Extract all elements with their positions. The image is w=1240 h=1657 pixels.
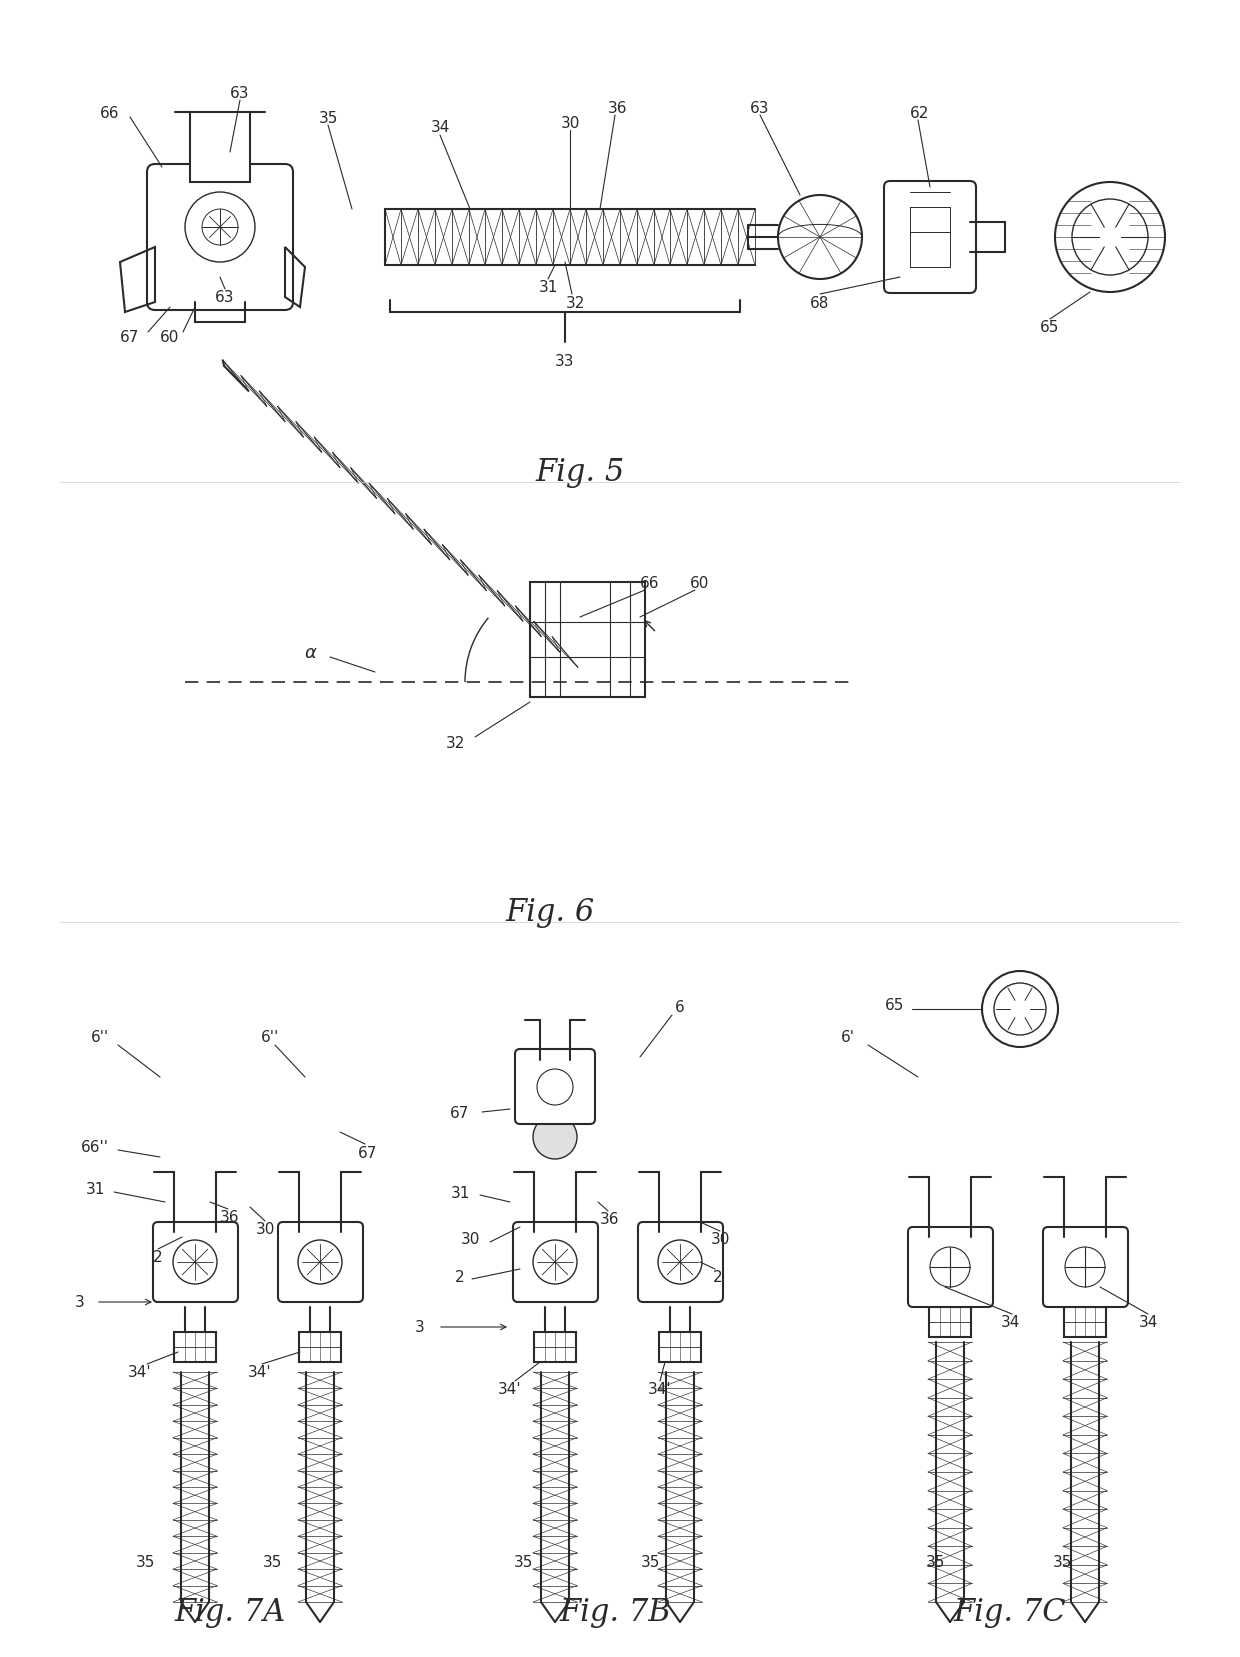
FancyBboxPatch shape [884,182,976,293]
Text: Fig. 7C: Fig. 7C [954,1597,1066,1627]
Text: 67: 67 [450,1105,470,1120]
Text: Fig. 7B: Fig. 7B [559,1597,671,1627]
Text: 66: 66 [100,106,120,121]
Text: 30: 30 [460,1231,480,1246]
FancyBboxPatch shape [515,1049,595,1125]
Text: 34: 34 [1001,1314,1019,1329]
Text: 65: 65 [1040,320,1060,335]
Text: 60: 60 [160,330,180,345]
Text: Fig. 6: Fig. 6 [506,896,595,928]
Text: 66'': 66'' [81,1140,109,1155]
FancyBboxPatch shape [174,1332,216,1362]
Text: 33: 33 [556,353,575,368]
Text: 3: 3 [415,1319,425,1334]
Text: 36: 36 [609,101,627,116]
FancyBboxPatch shape [1043,1228,1128,1307]
Text: 34': 34' [649,1382,672,1397]
Text: 3: 3 [76,1294,84,1309]
Text: 66: 66 [640,575,660,590]
FancyBboxPatch shape [153,1223,238,1302]
Text: 34': 34' [498,1382,522,1397]
FancyBboxPatch shape [639,1223,723,1302]
FancyBboxPatch shape [513,1223,598,1302]
FancyBboxPatch shape [1064,1307,1106,1337]
Text: 63: 63 [750,101,770,116]
FancyBboxPatch shape [529,583,645,698]
Text: 31: 31 [450,1185,470,1200]
Text: Fig. 5: Fig. 5 [536,457,625,489]
Text: α: α [304,643,316,661]
Text: 67: 67 [120,330,140,345]
Text: 6: 6 [675,999,684,1014]
FancyBboxPatch shape [658,1332,701,1362]
Text: 2: 2 [713,1269,723,1284]
Text: 35: 35 [319,111,337,126]
Text: 35: 35 [513,1554,533,1569]
FancyBboxPatch shape [908,1228,993,1307]
FancyBboxPatch shape [534,1332,577,1362]
FancyBboxPatch shape [190,113,250,182]
Text: 36: 36 [221,1210,239,1225]
Text: 6'': 6'' [91,1031,109,1046]
FancyBboxPatch shape [278,1223,363,1302]
Text: 35: 35 [263,1554,281,1569]
Text: 30: 30 [255,1221,275,1236]
Text: 35: 35 [925,1554,945,1569]
Text: 65: 65 [885,998,905,1012]
Text: 63: 63 [216,290,234,305]
Text: 31: 31 [86,1181,104,1196]
Text: 35: 35 [640,1554,660,1569]
Text: 32: 32 [445,736,465,751]
FancyBboxPatch shape [929,1307,971,1337]
Text: 31: 31 [538,280,558,295]
Text: Fig. 7A: Fig. 7A [175,1597,285,1627]
Text: 2: 2 [154,1249,162,1264]
Text: 67: 67 [358,1145,378,1160]
Text: 6'': 6'' [260,1031,279,1046]
Text: 32: 32 [565,295,585,310]
Text: 35: 35 [135,1554,155,1569]
Text: 62: 62 [910,106,930,121]
Text: 30: 30 [560,116,579,131]
Text: 6': 6' [841,1031,856,1046]
Text: 34: 34 [1138,1314,1158,1329]
Text: 68: 68 [810,295,830,310]
Text: 60: 60 [691,575,709,590]
Text: 30: 30 [711,1231,729,1246]
Text: 34': 34' [128,1365,151,1380]
Text: 34': 34' [248,1365,272,1380]
FancyBboxPatch shape [148,166,293,312]
Text: 35: 35 [1053,1554,1071,1569]
Text: 34: 34 [430,121,450,136]
Circle shape [533,1115,577,1160]
Text: 63: 63 [231,86,249,101]
FancyBboxPatch shape [299,1332,341,1362]
Text: 2: 2 [455,1269,465,1284]
Text: 36: 36 [600,1211,620,1226]
